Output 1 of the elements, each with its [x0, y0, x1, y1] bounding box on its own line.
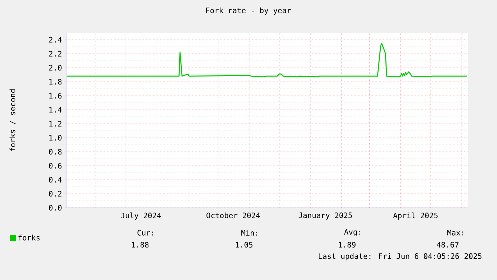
- line-series: [67, 43, 468, 78]
